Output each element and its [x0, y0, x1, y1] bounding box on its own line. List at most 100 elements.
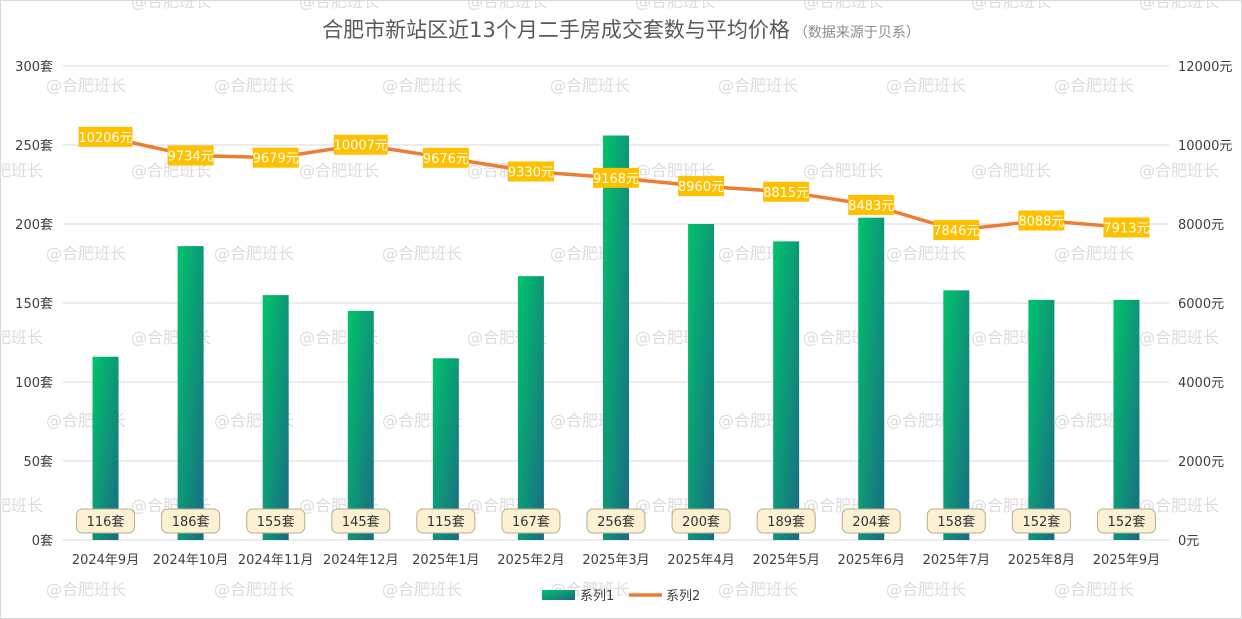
count-label-bg — [1096, 508, 1156, 534]
count-label: 115套 — [427, 514, 465, 530]
price-label: 8483元 — [848, 199, 894, 214]
y-right-tick-label: 2000元 — [1178, 455, 1224, 470]
watermark-text: @合肥班长 — [1139, 161, 1219, 180]
y-left-tick-label: 200套 — [15, 217, 53, 233]
y-left-tick-label: 0套 — [32, 533, 53, 549]
chart-subtitle: （数据来源于贝系） — [794, 25, 920, 41]
legend: 系列1 系列2 — [542, 589, 700, 604]
chart-title-main: 合肥市新站区近13个月二手房成交套数与平均价格 — [322, 18, 790, 42]
watermark-text: @合肥班长 — [214, 76, 294, 95]
x-tick-label: 2025年1月 — [412, 553, 479, 568]
count-label-bg — [246, 508, 306, 534]
y-right-tick-label: 6000元 — [1178, 297, 1224, 312]
count-label-bg — [841, 508, 901, 534]
count-label: 152套 — [1108, 514, 1146, 530]
x-tick-label: 2024年10月 — [153, 553, 229, 568]
y-right-tick-label: 8000元 — [1178, 218, 1224, 233]
x-tick-label: 2025年4月 — [667, 553, 734, 568]
bar — [858, 217, 885, 540]
price-label-bg — [1103, 217, 1150, 238]
price-label: 8815元 — [763, 186, 809, 201]
watermark-text: @合肥班长 — [1, 161, 43, 180]
bar — [347, 310, 374, 540]
x-tick-label: 2025年7月 — [923, 553, 990, 568]
count-label: 256套 — [597, 514, 635, 530]
watermark-text: @合肥班长 — [971, 161, 1051, 180]
count-label-bg — [76, 508, 136, 534]
watermark-text: @合肥班长 — [299, 1, 379, 11]
watermark-text: @合肥班长 — [382, 244, 462, 263]
bar — [773, 241, 800, 540]
price-label: 8088元 — [1018, 215, 1064, 230]
chart-title: 合肥市新站区近13个月二手房成交套数与平均价格 （数据来源于贝系） — [322, 18, 920, 42]
price-label-bg — [333, 134, 388, 155]
watermark-text: @合肥班长 — [46, 76, 126, 95]
watermark-text: @合肥班长 — [635, 1, 715, 11]
watermark-text: @合肥班长 — [131, 1, 211, 11]
count-label: 204套 — [852, 514, 890, 530]
y-left-tick-label: 150套 — [15, 296, 53, 312]
watermark-text: @合肥班长 — [46, 244, 126, 263]
watermark-text: @合肥班长 — [46, 580, 126, 599]
watermark-text: @合肥班长 — [1, 328, 43, 347]
price-label: 10206元 — [78, 131, 132, 146]
x-tick-label: 2024年12月 — [323, 553, 399, 568]
count-label: 158套 — [937, 514, 975, 530]
watermark-text: @合肥班长 — [299, 161, 379, 180]
count-label-bg — [161, 508, 221, 534]
watermark-text: @合肥班长 — [718, 76, 798, 95]
bar — [943, 290, 970, 540]
watermark-text: @合肥班长 — [1054, 76, 1134, 95]
bar — [603, 135, 629, 540]
watermark-text: @合肥班长 — [886, 244, 966, 263]
count-label-bg — [416, 508, 476, 534]
bar-series — [92, 135, 1140, 540]
count-label: 186套 — [172, 514, 210, 530]
axes: 0套 50套 100套 150套 200套 250套 300套 0元 2000元 4000元 600… — [15, 59, 1232, 568]
y-left-tick-label: 50套 — [23, 454, 53, 470]
price-label: 7913元 — [1103, 221, 1149, 236]
x-tick-label: 2025年8月 — [1008, 553, 1075, 568]
bar — [517, 276, 544, 540]
price-label: 10007元 — [334, 139, 388, 154]
watermark-text: @合肥班长 — [467, 1, 547, 11]
price-label-bg — [848, 194, 895, 215]
watermark-text: @合肥班长 — [971, 1, 1051, 11]
y-right-tick-label: 4000元 — [1178, 376, 1224, 391]
y-left-tick-label: 300套 — [15, 59, 53, 75]
x-tick-label: 2025年3月 — [582, 553, 649, 568]
bar — [688, 224, 715, 540]
count-label-bg — [926, 508, 986, 534]
x-tick-label: 2025年5月 — [752, 553, 819, 568]
watermark-text: @合肥班长 — [550, 76, 630, 95]
y-right-tick-label: 12000元 — [1178, 60, 1232, 75]
count-label: 152套 — [1022, 514, 1060, 530]
price-label: 9168元 — [593, 172, 639, 187]
price-label-bg — [252, 147, 299, 168]
bar — [262, 295, 289, 540]
count-label-bg — [671, 508, 731, 534]
price-label-bg — [507, 161, 554, 182]
watermark-text: @合肥班长 — [382, 76, 462, 95]
legend-label-series2: 系列2 — [666, 589, 700, 604]
x-tick-label: 2025年9月 — [1093, 553, 1160, 568]
x-tick-label: 2024年9月 — [72, 553, 139, 568]
watermark-text: @合肥班长 — [1139, 1, 1219, 11]
count-label-bg — [756, 508, 816, 534]
y-right-tick-label: 0元 — [1178, 534, 1199, 549]
watermark-text: @合肥班长 — [131, 161, 211, 180]
watermark-text: @合肥班长 — [886, 580, 966, 599]
y-right-tick-label: 10000元 — [1178, 139, 1232, 154]
price-label-bg — [167, 145, 214, 166]
watermark-text: @合肥班长 — [382, 580, 462, 599]
price-label-bg — [78, 126, 133, 147]
watermark-text: @合肥班长 — [886, 76, 966, 95]
price-label: 9734元 — [168, 150, 214, 165]
watermark-text: @合肥班长 — [1, 496, 43, 515]
count-label: 155套 — [257, 514, 295, 530]
price-label: 9676元 — [423, 152, 469, 167]
watermark-text: @合肥班长 — [635, 161, 715, 180]
bar — [1028, 299, 1055, 540]
watermark-text: @合肥班长 — [803, 1, 883, 11]
